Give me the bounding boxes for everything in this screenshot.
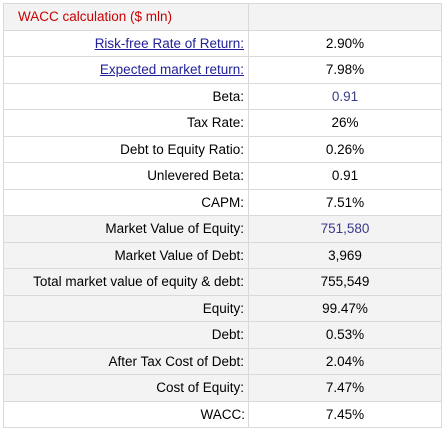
title-row: WACC calculation ($ mln) (3, 3, 442, 31)
debt-weight-value: 0.53% (248, 321, 442, 349)
row-market-value-debt: Market Value of Debt: 3,969 (3, 241, 442, 269)
capm-value: 7.51% (248, 188, 442, 216)
tax-rate-label: Tax Rate: (3, 109, 249, 137)
unlevered-beta-value: 0.91 (248, 162, 442, 190)
expected-market-return-label-cell: Expected market return: (3, 56, 249, 84)
beta-value: 0.91 (248, 82, 442, 110)
equity-weight-label: Equity: (3, 294, 249, 322)
row-tax-rate: Tax Rate: 26% (3, 109, 442, 137)
row-debt-weight: Debt: 0.53% (3, 321, 442, 349)
market-value-debt-value: 3,969 (248, 241, 442, 269)
row-market-value-equity: Market Value of Equity: 751,580 (3, 215, 442, 243)
cost-of-equity-value: 7.47% (248, 374, 442, 402)
after-tax-cost-of-debt-value: 2.04% (248, 347, 442, 375)
row-expected-market-return: Expected market return: 7.98% (3, 56, 442, 84)
market-value-equity-label: Market Value of Equity: (3, 215, 249, 243)
table-title: WACC calculation ($ mln) (3, 3, 249, 31)
row-risk-free-rate: Risk-free Rate of Return: 2.90% (3, 29, 442, 57)
tax-rate-value: 26% (248, 109, 442, 137)
row-total-market-value: Total market value of equity & debt: 755… (3, 268, 442, 296)
row-wacc: WACC: 7.45% (3, 400, 442, 428)
capm-label: CAPM: (3, 188, 249, 216)
wacc-value: 7.45% (248, 400, 442, 428)
expected-market-return-value: 7.98% (248, 56, 442, 84)
wacc-label: WACC: (3, 400, 249, 428)
title-blank-cell (248, 3, 442, 31)
equity-weight-value: 99.47% (248, 294, 442, 322)
row-cost-of-equity: Cost of Equity: 7.47% (3, 374, 442, 402)
risk-free-rate-label-cell: Risk-free Rate of Return: (3, 29, 249, 57)
after-tax-cost-of-debt-label: After Tax Cost of Debt: (3, 347, 249, 375)
row-capm: CAPM: 7.51% (3, 188, 442, 216)
debt-weight-label: Debt: (3, 321, 249, 349)
debt-to-equity-value: 0.26% (248, 135, 442, 163)
wacc-table: WACC calculation ($ mln) Risk-free Rate … (3, 3, 442, 428)
market-value-equity-value: 751,580 (248, 215, 442, 243)
total-market-value-value: 755,549 (248, 268, 442, 296)
row-beta: Beta: 0.91 (3, 82, 442, 110)
total-market-value-label: Total market value of equity & debt: (3, 268, 249, 296)
debt-to-equity-label: Debt to Equity Ratio: (3, 135, 249, 163)
risk-free-rate-value: 2.90% (248, 29, 442, 57)
expected-market-return-link[interactable]: Expected market return: (99, 62, 244, 77)
row-after-tax-cost-of-debt: After Tax Cost of Debt: 2.04% (3, 347, 442, 375)
beta-label: Beta: (3, 82, 249, 110)
row-unlevered-beta: Unlevered Beta: 0.91 (3, 162, 442, 190)
market-value-debt-label: Market Value of Debt: (3, 241, 249, 269)
unlevered-beta-label: Unlevered Beta: (3, 162, 249, 190)
cost-of-equity-label: Cost of Equity: (3, 374, 249, 402)
row-debt-to-equity: Debt to Equity Ratio: 0.26% (3, 135, 442, 163)
row-equity-weight: Equity: 99.47% (3, 294, 442, 322)
risk-free-rate-link[interactable]: Risk-free Rate of Return: (94, 35, 244, 51)
